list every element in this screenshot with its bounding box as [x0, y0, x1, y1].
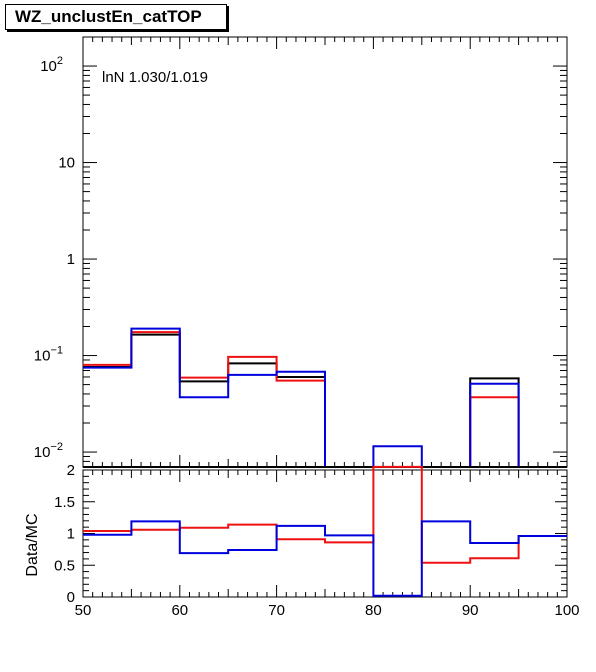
y-tick-label: 10−1: [34, 345, 63, 365]
main-series-0: [83, 333, 567, 468]
y-tick-label: 10−2: [34, 441, 63, 461]
ratio-y-tick-label: 0: [67, 589, 75, 606]
y-tick-label: 102: [40, 55, 63, 75]
y-tick-label: 10: [58, 155, 75, 172]
main-series-2: [83, 327, 567, 468]
main-panel: 10−2 10−1 1 10 102: [34, 36, 568, 468]
histogram-title: WZ_unclustEn_catTOP: [5, 4, 227, 30]
x-tick-label: 90: [462, 602, 479, 619]
main-series-1: [83, 331, 567, 468]
ratio-y-tick-label: 0.5: [54, 557, 75, 574]
ratio-panel: 50 60 70 80 90 100 0 0.5 1 1.5 2: [54, 462, 579, 619]
x-tick-label: 70: [268, 602, 285, 619]
x-tick-label: 100: [554, 602, 579, 619]
x-tick-label: 50: [75, 602, 92, 619]
ratio-y-tick-label: 1: [67, 526, 75, 543]
lnN-annotation: lnN 1.030/1.019: [102, 69, 208, 86]
ratio-series-0: [83, 465, 567, 564]
ratio-y-axis-label: Data/MC: [24, 513, 41, 576]
ratio-y-tick-label: 2: [67, 462, 75, 479]
x-tick-label: 60: [171, 602, 188, 619]
ratio-y-tick-label: 1.5: [54, 494, 75, 511]
x-tick-label: 80: [365, 602, 382, 619]
y-tick-label: 1: [67, 251, 75, 268]
ratio-series-1: [83, 520, 567, 597]
